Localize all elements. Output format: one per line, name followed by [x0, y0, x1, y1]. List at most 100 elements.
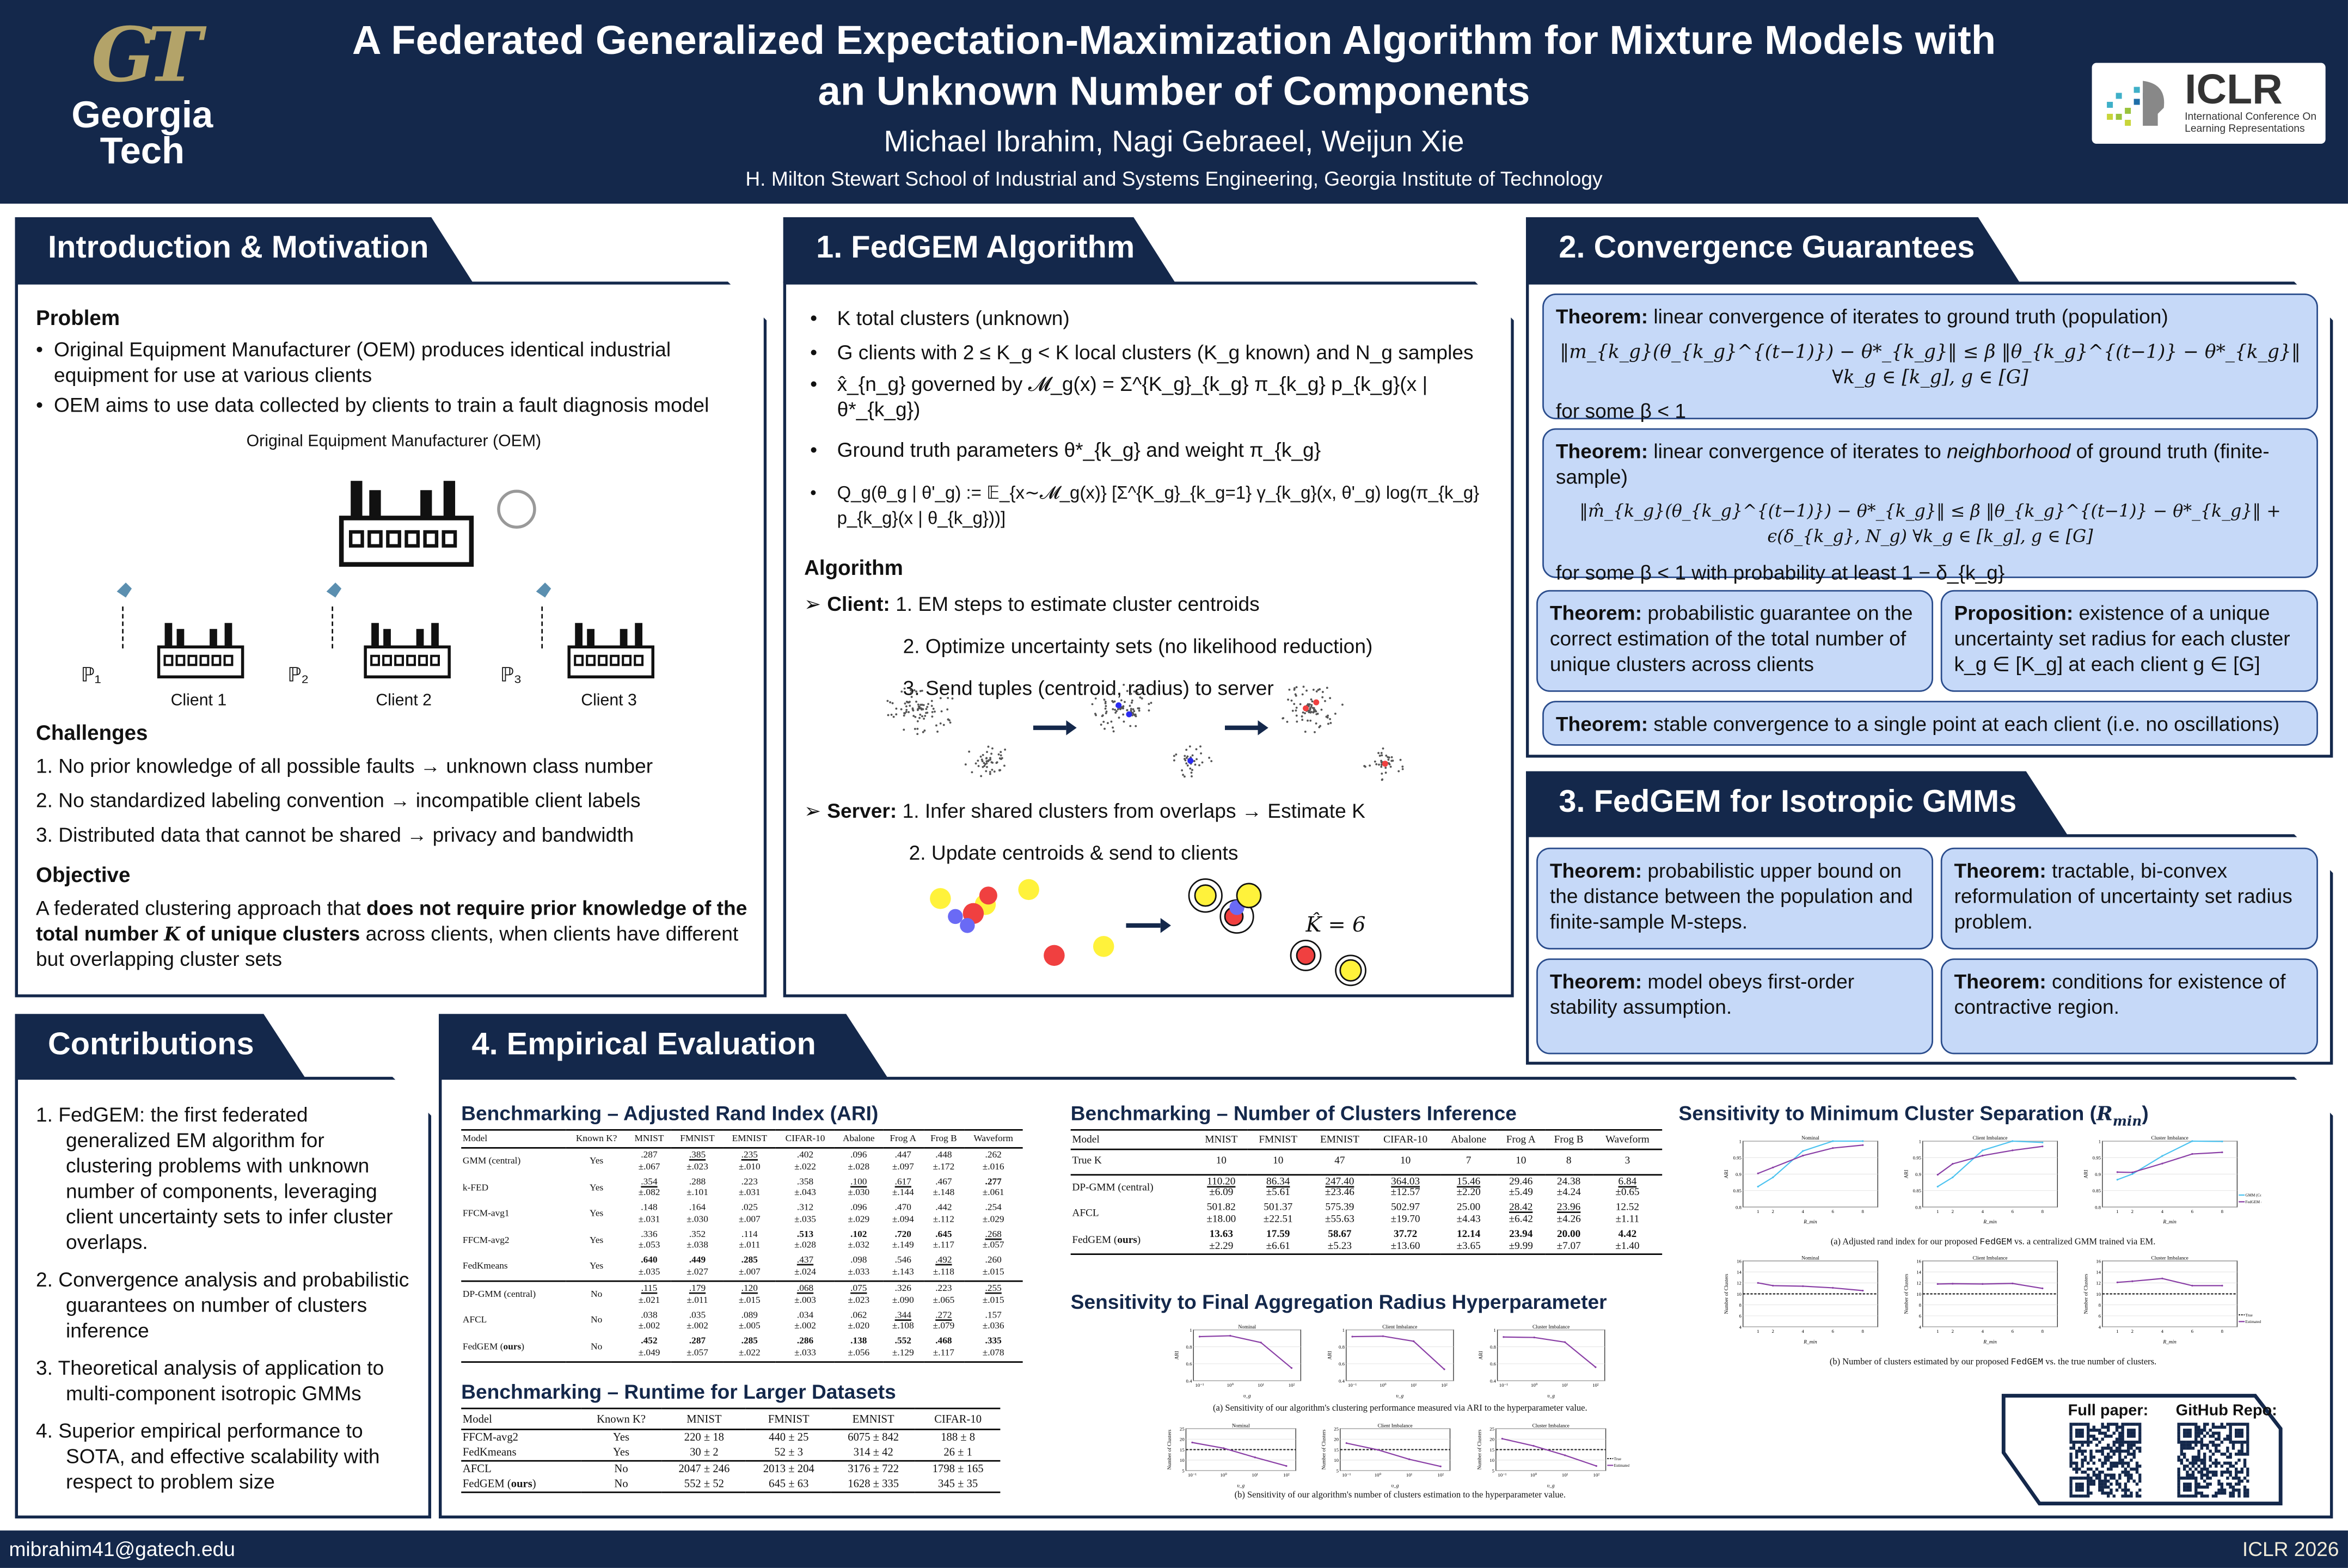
sample-point	[1291, 709, 1294, 712]
mini-chart-rad-k-2: 5 10 15 20 25 10⁻¹ 10⁰ 10¹ 10² Cluster Imbalance υ…	[1476, 1423, 1629, 1489]
x-axis-label: R_min	[2162, 1339, 2177, 1345]
sample-point	[922, 731, 924, 733]
sample-point	[1381, 773, 1383, 775]
data-point	[1982, 1149, 1984, 1152]
y-tick-label: 0.6	[1186, 1361, 1192, 1367]
column-header: FMNIST	[1247, 1129, 1309, 1150]
y-tick-label: 20	[1489, 1437, 1494, 1442]
data-point	[2042, 1141, 2044, 1144]
y-tick-label: 6	[2099, 1313, 2101, 1319]
data-point	[1802, 1154, 1804, 1157]
sample-point	[1198, 764, 1200, 767]
sample-point	[1191, 754, 1194, 757]
x-tick-label: 4	[2161, 1209, 2164, 1214]
table-row: AFCL No 2047 ± 246 2013 ± 204 3176 ± 722 1798…	[461, 1460, 1001, 1477]
client-1-group	[117, 582, 243, 677]
table-cell: .358 ±.043	[794, 1177, 816, 1199]
y-tick-label: 4	[1919, 1324, 1922, 1330]
y-tick-label: 25	[1180, 1426, 1185, 1431]
sample-point	[1094, 697, 1097, 700]
sample-point	[930, 705, 933, 707]
paper-qr-code[interactable]	[2069, 1423, 2142, 1498]
data-point	[1757, 1172, 1759, 1174]
theorem-stable-convergence: Theorem: stable convergence to a single …	[1542, 701, 2318, 746]
table-cell: .312 ±.035	[794, 1203, 816, 1225]
sample-point	[1381, 779, 1383, 781]
x-tick-label: 8	[2221, 1209, 2224, 1214]
sample-point	[1188, 745, 1191, 748]
y-tick-label: 10	[1737, 1291, 1742, 1297]
sample-point	[892, 715, 895, 718]
y-tick-label: 14	[2096, 1269, 2101, 1275]
sample-point	[909, 705, 911, 707]
oem-clients-diagram	[117, 464, 719, 719]
chart-title: Nominal	[1801, 1255, 1819, 1261]
authors: Michael Ibrahim, Nagi Gebraeel, Weijun X…	[884, 126, 1464, 159]
sample-point	[986, 765, 988, 768]
contact-email[interactable]: mibrahim41@gatech.edu	[9, 1538, 235, 1561]
y-tick-label: 1	[1190, 1327, 1192, 1333]
sample-point	[1387, 758, 1390, 761]
sample-point	[913, 689, 916, 691]
sample-point	[886, 700, 889, 702]
centroid-marker	[1115, 702, 1122, 709]
sample-point	[1000, 751, 1002, 754]
sample-point	[904, 702, 906, 705]
sample-point	[927, 703, 930, 705]
data-point	[2131, 1171, 2134, 1174]
sample-point	[931, 715, 934, 718]
chart-title: Cluster Imbalance	[2151, 1255, 2188, 1261]
sample-point	[1133, 710, 1136, 713]
data-point	[2161, 1162, 2163, 1165]
x-tick-label: 10¹	[1252, 1472, 1259, 1478]
table-cell: 28.42 ±6.42	[1509, 1201, 1533, 1225]
proposition-radius: Proposition: existence of a unique uncer…	[1940, 590, 2318, 692]
nclusters-table-title: Benchmarking – Number of Clusters Infere…	[1070, 1102, 1517, 1125]
x-tick-label: 6	[2191, 1209, 2194, 1214]
sample-point	[914, 715, 917, 718]
column-header: EMNIST	[831, 1407, 916, 1430]
sample-point	[1310, 710, 1313, 713]
repo-qr-code[interactable]	[2177, 1423, 2249, 1498]
sample-point	[1295, 686, 1298, 689]
y-tick-label: 0.9	[1915, 1172, 1922, 1177]
x-tick-label: 8	[2221, 1328, 2224, 1334]
sample-point	[919, 690, 922, 693]
sample-point	[1380, 765, 1383, 768]
sample-point	[1307, 719, 1309, 722]
sample-point	[1129, 725, 1132, 727]
sample-point	[1374, 760, 1376, 763]
sample-point	[1378, 755, 1381, 757]
sample-point	[921, 703, 923, 706]
sample-point	[1141, 697, 1143, 700]
x-tick-label: 4	[1802, 1328, 1805, 1334]
sample-point	[1191, 775, 1193, 777]
radius-caption-a: (a) Sensitivity of our algorithm's clust…	[1212, 1405, 1587, 1414]
theorem-mstep-bound: Theorem: probabilistic upper bound on th…	[1536, 847, 1934, 950]
ari-table: Model Known K? MNIST FMNIST EMNIST CIFAR-10 Ab…	[461, 1129, 1023, 1362]
data-point	[1936, 1283, 1939, 1285]
x-axis-label: υ_g	[1237, 1483, 1245, 1489]
sample-point	[908, 711, 910, 713]
sample-point	[1104, 707, 1107, 710]
sample-point	[1315, 713, 1318, 715]
table-cell: 86.34 ±5.61	[1247, 1173, 1309, 1202]
table-cell: 58.67 ±5.23	[1308, 1227, 1371, 1255]
data-point	[1500, 1437, 1503, 1440]
y-tick-label: 0.6	[1338, 1361, 1345, 1367]
column-header: Frog A	[1497, 1129, 1545, 1150]
sample-point	[1195, 748, 1198, 751]
table-cell: .025 ±.007	[738, 1203, 761, 1225]
data-point	[2221, 1284, 2223, 1287]
runtime-table: Model Known K? MNIST FMNIST EMNIST CIFAR-10 FF…	[461, 1407, 1001, 1493]
radius-ari-plots: 0.4 0.6 0.8 1 10⁻¹ 10⁰ 10¹ 10² Nominal υ_g ARI 0.4 0…	[1173, 1321, 1629, 1399]
data-point	[1802, 1285, 1804, 1288]
data-point	[1351, 1336, 1353, 1338]
sample-point	[1123, 720, 1125, 723]
mini-chart-rad-ari-1: 0.4 0.6 0.8 1 10⁻¹ 10⁰ 10¹ 10² Client Imbalance υ…	[1327, 1325, 1454, 1399]
data-point	[1564, 1454, 1566, 1456]
sample-point	[915, 700, 917, 703]
sample-point	[1184, 775, 1186, 778]
y-tick-label: 25	[1334, 1426, 1339, 1431]
legend-label: True	[1614, 1457, 1621, 1461]
